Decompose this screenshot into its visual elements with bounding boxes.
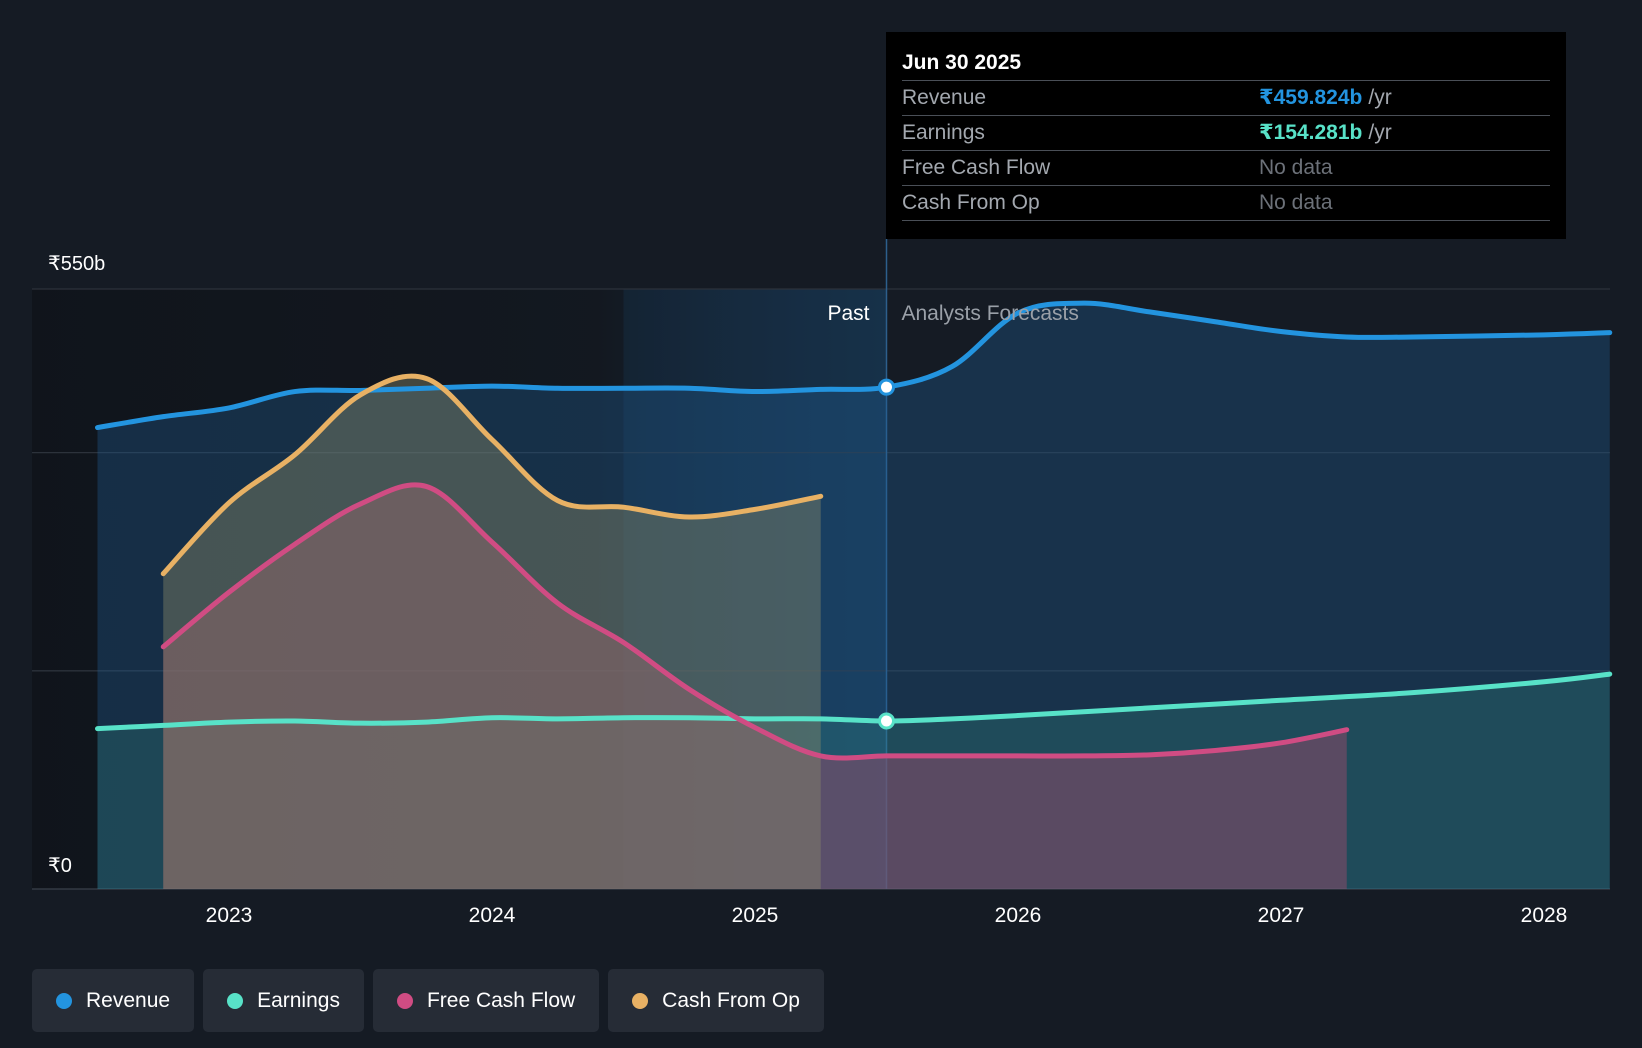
earnings-line	[95, 671, 1613, 732]
tooltip-label: Free Cash Flow	[902, 156, 1051, 179]
y-axis-bottom-label: ₹0	[48, 855, 72, 877]
tooltip-unit: /yr	[1368, 121, 1392, 144]
revenue-marker	[878, 378, 895, 396]
tooltip-row-free-cash-flow: Free Cash Flow No data	[902, 151, 1550, 186]
tooltip-row-revenue: Revenue ₹459.824b /yr	[902, 81, 1550, 116]
x-tick-label: 2027	[1258, 904, 1305, 927]
x-tick-label: 2026	[995, 904, 1042, 927]
legend-label: Free Cash Flow	[426, 988, 576, 1012]
tooltip-unit: /yr	[1368, 86, 1392, 109]
legend-label: Cash From Op	[662, 988, 800, 1012]
legend-dot-icon	[632, 992, 649, 1009]
legend-item-revenue[interactable]: Revenue	[32, 969, 195, 1032]
past-label: Past	[827, 302, 869, 325]
tooltip-value: ₹459.824b	[1259, 86, 1363, 109]
legend-dot-icon	[396, 992, 413, 1009]
tooltip-label: Revenue	[902, 86, 987, 109]
y-axis-top-label: ₹550b	[48, 253, 106, 275]
hover-tooltip: Jun 30 2025 Revenue ₹459.824b /yr Earnin…	[886, 32, 1566, 239]
chart-canvas: Past Analysts Forecasts 2023 2024 2025 2026 20…	[32, 239, 1613, 927]
legend-dot-icon	[227, 992, 244, 1009]
legend-label: Revenue	[86, 988, 171, 1012]
x-tick-label: 2024	[469, 904, 516, 927]
x-tick-label: 2023	[206, 904, 253, 927]
tooltip-label: Cash From Op	[902, 191, 1040, 214]
chart-legend: Revenue Earnings Free Cash Flow Cash Fro…	[32, 969, 824, 1032]
x-tick-label: 2025	[732, 904, 779, 927]
tooltip-value: ₹154.281b	[1259, 121, 1363, 144]
free-cash-flow-line	[160, 482, 1350, 761]
legend-item-cash-from-op[interactable]: Cash From Op	[608, 969, 824, 1032]
forecast-label: Analysts Forecasts	[902, 302, 1079, 325]
cash-from-op-line	[160, 373, 824, 577]
cash-from-op-area	[163, 376, 821, 890]
x-tick-label: 2028	[1521, 904, 1568, 927]
tooltip-row-earnings: Earnings ₹154.281b /yr	[902, 116, 1550, 151]
revenue-line	[95, 300, 1613, 431]
free-cash-flow-area	[163, 484, 1347, 889]
legend-item-free-cash-flow[interactable]: Free Cash Flow	[372, 969, 600, 1032]
earnings-marker	[878, 712, 895, 730]
tooltip-label: Earnings	[902, 121, 985, 144]
tooltip-value: No data	[1259, 191, 1333, 214]
tooltip-value: No data	[1259, 156, 1333, 179]
tooltip-row-cash-from-op: Cash From Op No data	[902, 186, 1550, 221]
legend-dot-icon	[56, 992, 72, 1009]
legend-item-earnings[interactable]: Earnings	[203, 969, 364, 1032]
tooltip-date: Jun 30 2025	[902, 46, 1550, 81]
legend-label: Earnings	[257, 988, 340, 1012]
